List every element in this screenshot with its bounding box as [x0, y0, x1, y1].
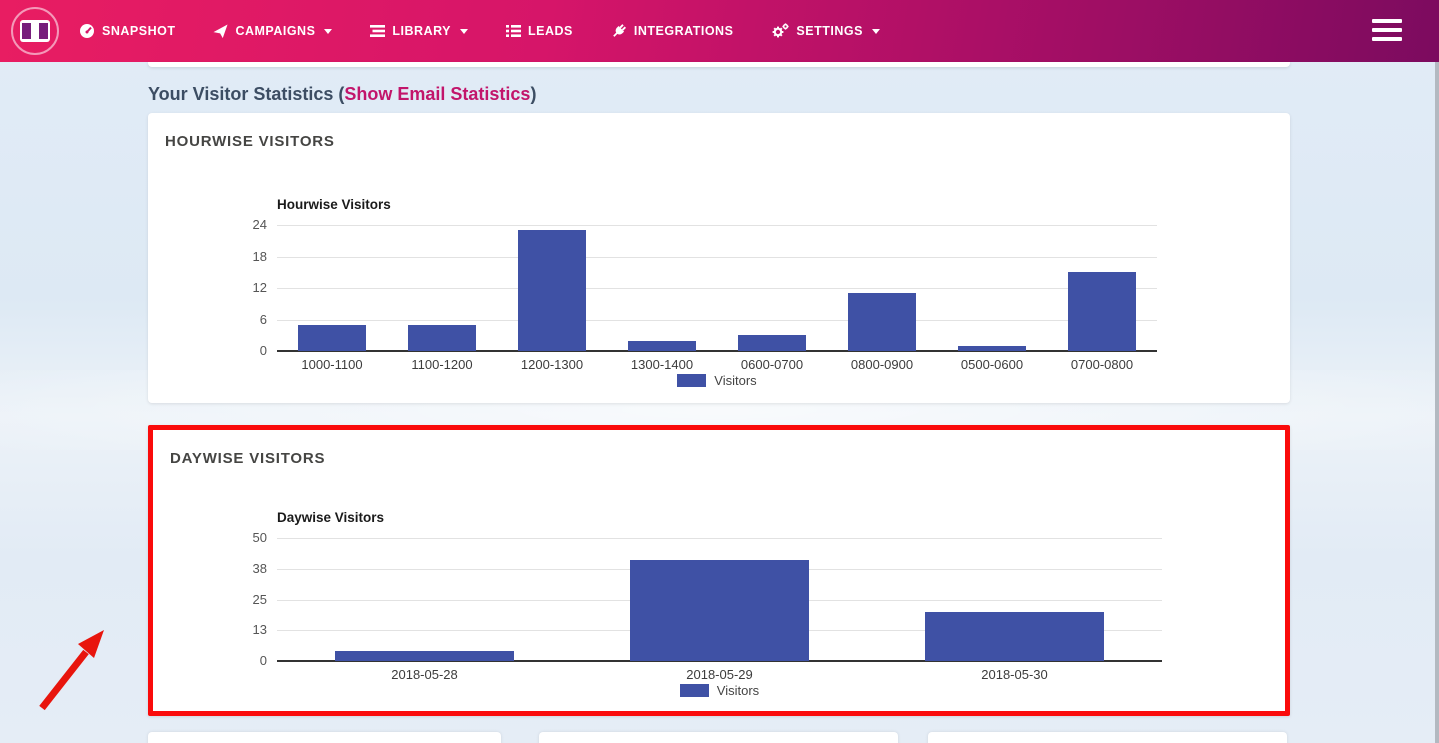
top-card-remnant — [148, 62, 1290, 67]
library-icon — [370, 24, 386, 38]
bar-0600-0700[interactable] — [738, 335, 806, 351]
bottom-card-1 — [148, 732, 501, 743]
x-tick-label: 1000-1100 — [301, 357, 363, 372]
x-axis-baseline — [277, 660, 1162, 662]
y-tick-label: 6 — [259, 311, 267, 327]
nav-item-label: INTEGRATIONS — [633, 24, 734, 38]
x-tick-label: 0800-0900 — [850, 357, 914, 372]
hourwise-card-title: HOURWISE VISITORS — [165, 133, 335, 150]
x-axis-baseline — [277, 350, 1157, 352]
paper-plane-icon — [213, 23, 228, 39]
x-tick-label: 0600-0700 — [740, 357, 804, 372]
legend-label: Visitors — [716, 683, 760, 698]
nav-item-library[interactable]: LIBRARY — [370, 24, 469, 38]
y-tick-label: 0 — [259, 653, 267, 668]
page-scrollbar[interactable] — [1435, 62, 1439, 743]
nav-item-leads[interactable]: LEADS — [506, 24, 573, 38]
bar-1200-1300[interactable] — [518, 230, 586, 351]
y-tick-label: 0 — [259, 343, 267, 358]
hourwise-visitors-card: HOURWISE VISITORS Hourwise Visitors 0 6 12 1… — [148, 113, 1290, 403]
gridline — [277, 288, 1157, 289]
x-tick-label: 2018-05-29 — [686, 667, 753, 682]
chevron-down-icon — [871, 28, 880, 34]
legend-swatch — [677, 374, 707, 387]
show-email-statistics-link[interactable]: Show Email Statistics — [344, 84, 531, 104]
legend-label: Visitors — [714, 373, 757, 388]
chart-legend: Visitors — [277, 373, 1157, 388]
bar-1000-1100[interactable] — [298, 324, 366, 351]
x-tick-label: 1200-1300 — [520, 357, 584, 372]
nav-item-label: CAMPAIGNS — [235, 24, 316, 38]
x-tick-label: 1300-1400 — [630, 357, 694, 372]
page-title: Your Visitor Statistics (Show Email Stat… — [148, 84, 537, 104]
x-tick-label: 0500-0600 — [960, 357, 1024, 372]
hamburger-menu-icon[interactable] — [1372, 19, 1402, 46]
plug-icon — [611, 23, 627, 39]
app-logo[interactable] — [11, 7, 59, 55]
list-icon — [506, 24, 522, 38]
nav-item-label: LIBRARY — [392, 24, 452, 38]
bar-0700-0800[interactable] — [1068, 272, 1136, 351]
y-tick-label: 18 — [252, 248, 267, 264]
gridline — [277, 319, 1157, 321]
y-tick-label: 38 — [252, 560, 267, 576]
gridline — [277, 538, 1162, 539]
bar-2018-05-30[interactable] — [924, 611, 1105, 661]
top-navbar: SNAPSHOT CAMPAIGNS — [0, 0, 1439, 62]
x-tick-label: 1100-1200 — [411, 357, 473, 372]
page-title-text: Your Visitor Statistics — [148, 84, 339, 104]
nav-item-label: SNAPSHOT — [102, 24, 176, 38]
bar-1100-1200[interactable] — [408, 324, 476, 351]
y-tick-label: 24 — [252, 217, 267, 232]
nav-item-snapshot[interactable]: SNAPSHOT — [79, 23, 175, 39]
bottom-card-2 — [539, 732, 898, 743]
chevron-down-icon — [460, 28, 469, 34]
y-tick-label: 25 — [252, 591, 267, 607]
bottom-card-3 — [928, 732, 1287, 743]
chart-legend: Visitors — [277, 683, 1162, 698]
logo-icon — [20, 20, 50, 42]
chevron-down-icon — [324, 28, 333, 34]
y-tick-label: 50 — [252, 530, 267, 545]
x-tick-label: 0700-0800 — [1070, 357, 1134, 372]
annotation-arrow — [36, 620, 128, 721]
daywise-card-title: DAYWISE VISITORS — [170, 450, 326, 467]
nav-item-settings[interactable]: SETTINGS — [771, 23, 880, 39]
bar-2018-05-29[interactable] — [629, 560, 810, 661]
legend-swatch — [679, 684, 709, 697]
nav-item-label: LEADS — [528, 24, 573, 38]
bar-0800-0900[interactable] — [848, 293, 916, 351]
nav-menu: SNAPSHOT CAMPAIGNS — [79, 23, 880, 39]
bar-0500-0600[interactable] — [958, 345, 1026, 351]
y-tick-label: 13 — [252, 622, 267, 638]
gears-icon — [771, 23, 790, 39]
gridline — [277, 225, 1157, 226]
y-tick-label: 12 — [252, 280, 267, 295]
dashboard-icon — [79, 23, 95, 39]
bar-2018-05-28[interactable] — [334, 651, 515, 661]
daywise-visitors-card: DAYWISE VISITORS Daywise Visitors 0 13 25 38… — [148, 425, 1290, 716]
x-tick-label: 2018-05-30 — [981, 667, 1048, 682]
bar-1300-1400[interactable] — [628, 340, 696, 351]
nav-item-integrations[interactable]: INTEGRATIONS — [611, 23, 734, 39]
chart-title: Daywise Visitors — [277, 510, 385, 525]
gridline — [277, 256, 1157, 258]
nav-item-campaigns[interactable]: CAMPAIGNS — [213, 23, 333, 39]
nav-item-label: SETTINGS — [796, 24, 863, 38]
chart-title: Hourwise Visitors — [277, 197, 391, 212]
x-tick-label: 2018-05-28 — [391, 667, 458, 682]
